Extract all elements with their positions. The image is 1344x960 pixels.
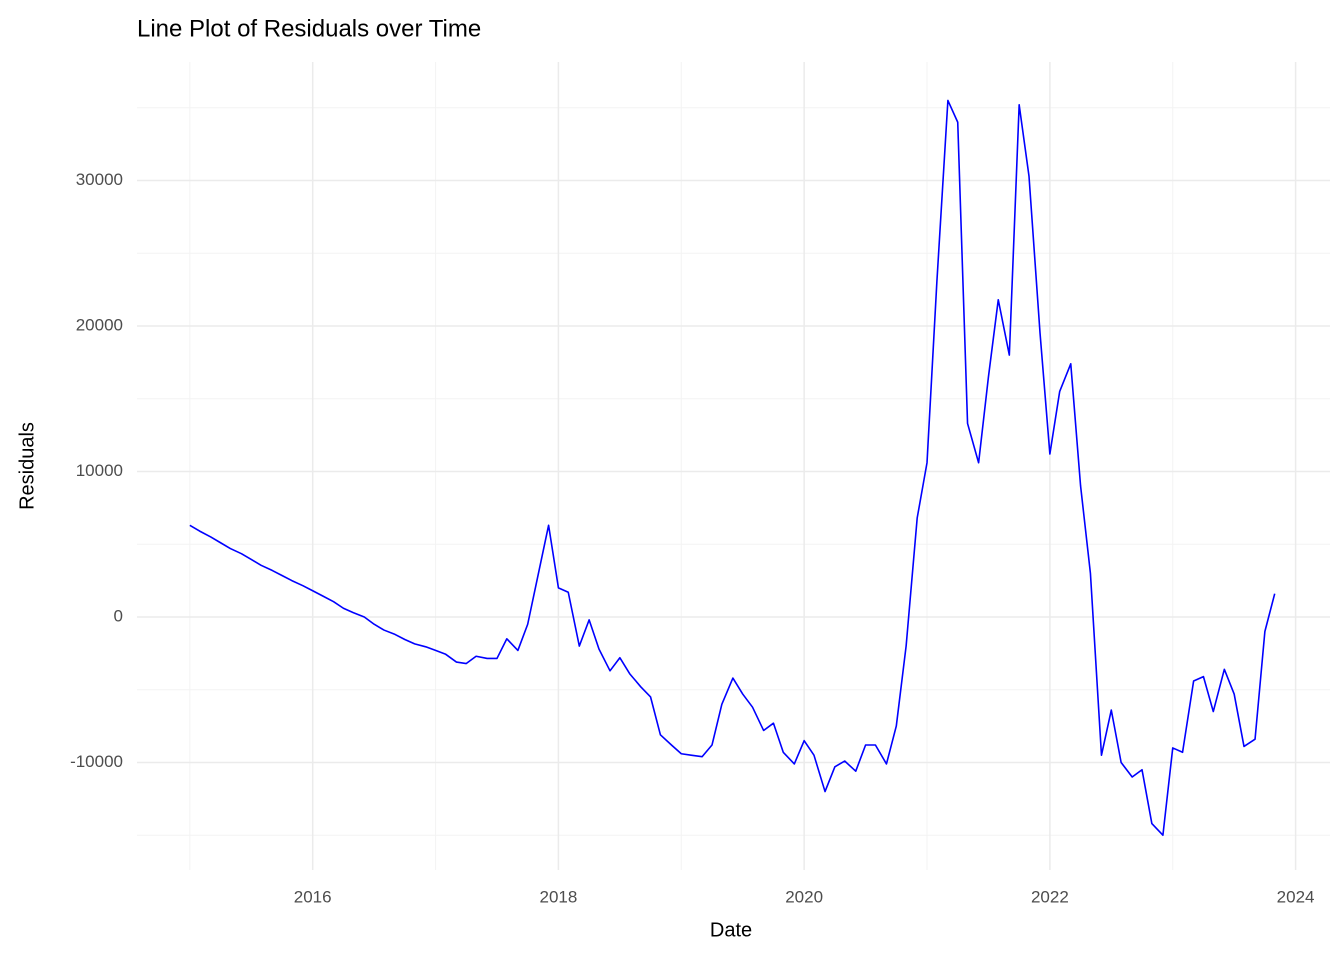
y-tick-label: 0 [114, 606, 123, 625]
x-tick-label: 2020 [785, 887, 823, 906]
data-line [189, 99, 1276, 837]
y-tick-label: 20000 [76, 315, 123, 334]
y-tick-label: 10000 [76, 461, 123, 480]
x-axis-label: Date [710, 919, 752, 941]
x-tick-label: 2016 [294, 887, 332, 906]
x-tick-label: 2022 [1031, 887, 1069, 906]
y-tick-label: 30000 [76, 170, 123, 189]
chart-title: Line Plot of Residuals over Time [137, 15, 481, 42]
y-tick-label: -10000 [70, 752, 123, 771]
x-tick-label: 2018 [540, 887, 578, 906]
y-axis-label: Residuals [16, 422, 38, 510]
x-tick-label: 2024 [1277, 887, 1315, 906]
